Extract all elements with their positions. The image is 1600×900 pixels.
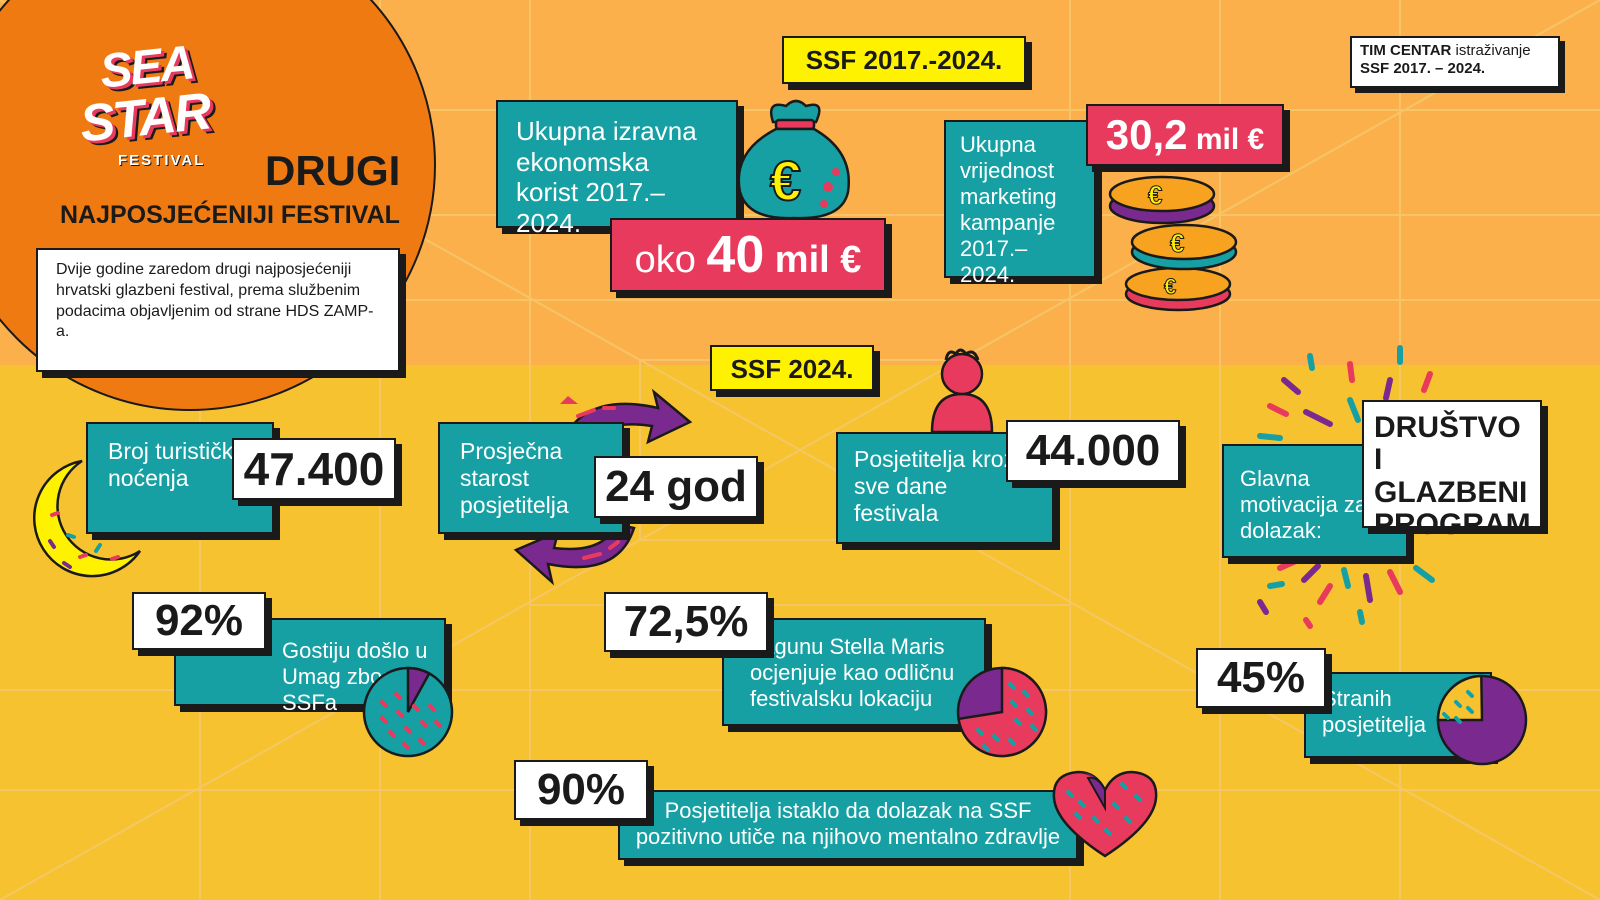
age-value-box: 24 god [594,456,758,518]
mental-label: Posjetitelja istaklo da dolazak na SSF p… [635,798,1061,849]
sea-star-logo: SEA STAR FESTIVAL [70,36,270,180]
source-line-2: SSF 2017. – 2024. [1360,60,1486,77]
foreign-label: Stranih posjetitelja [1322,686,1426,737]
marketing-value-box: 30,2 mil € [1086,104,1284,166]
overnights-value-box: 47.400 [232,438,396,500]
pie-chart-72 [956,666,1048,758]
svg-text:€: € [770,149,801,212]
foreign-value-box: 45% [1196,648,1326,708]
coins-icon: € € € [1108,175,1238,312]
lagoon-label: Lagunu Stella Maris ocjenjuje kao odličn… [750,634,955,711]
circular-arrows-icon [513,388,693,586]
logo-line-3: FESTIVAL [118,152,206,169]
mental-value: 90% [536,765,626,814]
came-for-ssf-label: Gostiju došlo u Umag zbog SSFa [282,638,428,715]
marketing-value: 30,2 [1105,111,1188,158]
motivation-value-box: DRUŠTVO I GLAZBENI PROGRAM [1362,400,1542,541]
hero-description-box: Dvije godine zaredom drugi najposjećenij… [36,248,400,372]
period-tag: SSF 2017.-2024. [782,36,1026,84]
svg-text:€: € [1170,228,1184,258]
foreign-value: 45% [1216,653,1306,702]
moon-icon [33,459,142,578]
person-icon [930,348,994,434]
visitors-label: Posjetitelja kroz sve dane festivala [854,446,1016,527]
burst-icon [1257,345,1435,629]
motivation-value: DRUŠTVO I GLAZBENI PROGRAM [1374,411,1531,542]
age-value: 24 god [605,462,747,511]
pie-chart-92 [362,666,454,758]
pie-chart-45 [1436,674,1528,766]
overnights-value: 47.400 [243,443,385,495]
svg-text:€: € [1164,274,1176,299]
marketing-label: Ukupna vrijednost marketing kampanje 201… [960,132,1057,287]
mental-value-box: 90% [514,760,648,820]
svg-text:€: € [1148,180,1162,210]
year-tag: SSF 2024. [710,345,874,391]
source-box: TIM CENTAR istraživanje SSF 2017. – 2024… [1350,36,1560,88]
came-for-ssf-value: 92% [154,596,244,645]
visitors-value-box: 44.000 [1006,420,1180,482]
overnights-label: Broj turističkih noćenja [108,438,252,492]
heart-icon [1052,770,1158,858]
source-org: TIM CENTAR [1360,42,1452,59]
hero-title: DRUGI [265,147,401,194]
hero-description: Dvije godine zaredom drugi najposjećenij… [56,261,374,341]
marketing-unit: mil € [1187,123,1265,156]
economic-unit: mil € [764,239,862,281]
economic-prefix: oko [634,239,707,281]
economic-value-box: oko 40 mil € [610,218,886,292]
hero-subtitle: NAJPOSJEĆENIJI FESTIVAL [60,201,400,229]
lagoon-value: 72,5% [623,597,749,646]
economic-label: Ukupna izravna ekonomska korist 2017.–20… [516,116,697,239]
came-for-ssf-value-box: 92% [132,592,266,650]
source-rest: istraživanje [1451,42,1531,59]
economic-value: 40 [706,226,765,284]
logo-line-2: STAR [77,82,213,154]
age-label: Prosječna starost posjetitelja [460,438,569,519]
mental-label-box: Posjetitelja istaklo da dolazak na SSF p… [618,790,1078,860]
pie-92-remainder [406,666,431,713]
marketing-label-box: Ukupna vrijednost marketing kampanje 201… [944,120,1096,287]
money-bag-icon: € [737,99,850,220]
lagoon-value-box: 72,5% [604,592,768,652]
motivation-label: Glavna motivacija za dolazak: [1240,466,1368,543]
visitors-value: 44.000 [1025,426,1161,475]
economic-label-box: Ukupna izravna ekonomska korist 2017.–20… [496,100,738,238]
